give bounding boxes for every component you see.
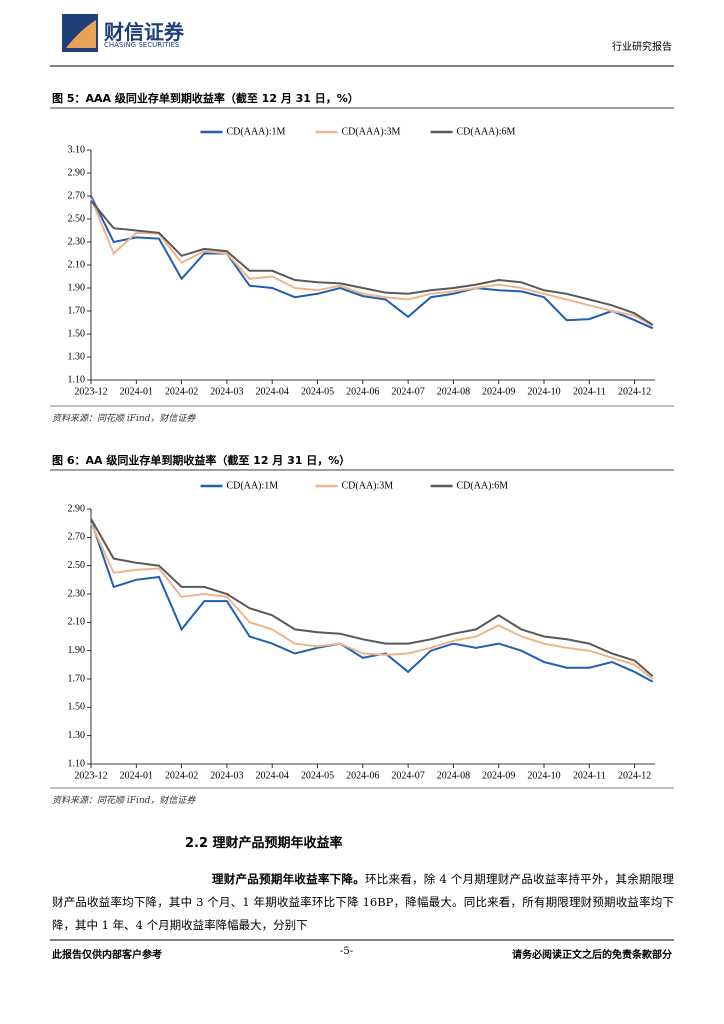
- y-tick-label: 3.10: [68, 144, 86, 155]
- x-tick-label: 2024-06: [346, 770, 379, 781]
- footer-left: 此报告仅供内部客户参考: [52, 950, 162, 961]
- y-tick-label: 2.30: [68, 588, 86, 599]
- y-tick-label: 1.50: [68, 328, 86, 339]
- x-tick-label: 2024-03: [210, 386, 243, 397]
- y-tick-label: 1.30: [68, 351, 86, 362]
- x-tick-label: 2024-09: [482, 770, 515, 781]
- x-tick-label: 2024-01: [120, 770, 153, 781]
- y-tick-label: 1.70: [68, 673, 86, 684]
- x-tick-label: 2023-12: [74, 770, 107, 781]
- y-tick-label: 2.70: [68, 190, 86, 201]
- y-tick-label: 1.90: [68, 645, 86, 656]
- x-tick-label: 2024-03: [210, 770, 243, 781]
- x-tick-label: 2024-10: [527, 770, 560, 781]
- figure-source: 资料来源：同花顺 iFind，财信证券: [52, 796, 196, 806]
- x-tick-label: 2024-12: [618, 770, 651, 781]
- y-tick-label: 1.10: [68, 374, 86, 385]
- y-tick-label: 2.10: [68, 617, 86, 628]
- paragraph-lead: 理财产品预期年收益率下降。: [212, 872, 365, 886]
- x-tick-label: 2024-06: [346, 386, 379, 397]
- x-tick-label: 2024-05: [301, 386, 334, 397]
- x-tick-label: 2024-11: [573, 770, 606, 781]
- x-tick-label: 2024-09: [482, 386, 515, 397]
- y-tick-label: 2.90: [68, 503, 86, 514]
- brand: 财信证券: [104, 20, 184, 44]
- x-tick-label: 2024-01: [120, 386, 153, 397]
- page-number: -5-: [340, 946, 354, 957]
- x-tick-label: 2024-04: [256, 386, 289, 397]
- section-heading: 2.2 理财产品预期年收益率: [185, 836, 343, 851]
- x-tick-label: 2024-10: [527, 386, 560, 397]
- y-tick-label: 2.50: [68, 213, 86, 224]
- y-tick-label: 1.10: [68, 758, 86, 769]
- y-tick-label: 2.10: [68, 259, 86, 270]
- y-tick-label: 2.90: [68, 167, 86, 178]
- series-line: [90, 197, 654, 327]
- figure-caption: 图 6：AA 级同业存单到期收益率（截至 12 月 31 日，%）: [52, 454, 351, 467]
- paragraph-text: 环比来看，除 4 个月期理财产品收益率持平外，其余期限理财产品收益率均下降，其中…: [52, 872, 675, 932]
- y-tick-label: 1.90: [68, 282, 86, 293]
- legend-label: CD(AA):1M: [227, 480, 279, 491]
- x-tick-label: 2024-08: [437, 770, 470, 781]
- series-line: [90, 195, 654, 330]
- y-tick-label: 2.70: [68, 532, 86, 543]
- footer-right: 请务必阅读正文之后的免责条款部分: [512, 950, 672, 961]
- y-tick-label: 2.30: [68, 236, 86, 247]
- y-tick-label: 2.50: [68, 560, 86, 571]
- legend-label: CD(AAA):6M: [457, 126, 516, 137]
- series-line: [90, 522, 654, 680]
- legend-label: CD(AAA):1M: [227, 126, 286, 137]
- paragraph: 理财产品预期年收益率下降。环比来看，除 4 个月期理财产品收益率持平外，其余期限…: [52, 868, 674, 937]
- logo-accent: [66, 20, 96, 48]
- figure-source: 资料来源：同花顺 iFind，财信证券: [52, 414, 196, 424]
- series-line: [90, 519, 654, 683]
- series-line: [90, 199, 654, 326]
- legend-label: CD(AA):6M: [457, 480, 509, 491]
- x-tick-label: 2024-11: [573, 386, 606, 397]
- y-tick-label: 1.50: [68, 702, 86, 713]
- x-tick-label: 2024-04: [256, 770, 289, 781]
- x-tick-label: 2024-07: [391, 386, 424, 397]
- brand-en: CHASING SECURITIES: [104, 41, 180, 49]
- x-tick-label: 2024-12: [618, 386, 651, 397]
- y-tick-label: 1.30: [68, 730, 86, 741]
- y-tick-label: 1.70: [68, 305, 86, 316]
- x-tick-label: 2024-02: [165, 386, 198, 397]
- x-tick-label: 2024-08: [437, 386, 470, 397]
- figure-caption: 图 5：AAA 级同业存单到期收益率（截至 12 月 31 日，%）: [52, 92, 359, 105]
- series-line: [90, 518, 654, 677]
- x-tick-label: 2024-02: [165, 770, 198, 781]
- x-tick-label: 2024-07: [391, 770, 424, 781]
- legend-label: CD(AAA):3M: [342, 126, 401, 137]
- x-tick-label: 2024-05: [301, 770, 334, 781]
- x-tick-label: 2023-12: [74, 386, 107, 397]
- report-type: 行业研究报告: [612, 42, 672, 53]
- legend-label: CD(AA):3M: [342, 480, 394, 491]
